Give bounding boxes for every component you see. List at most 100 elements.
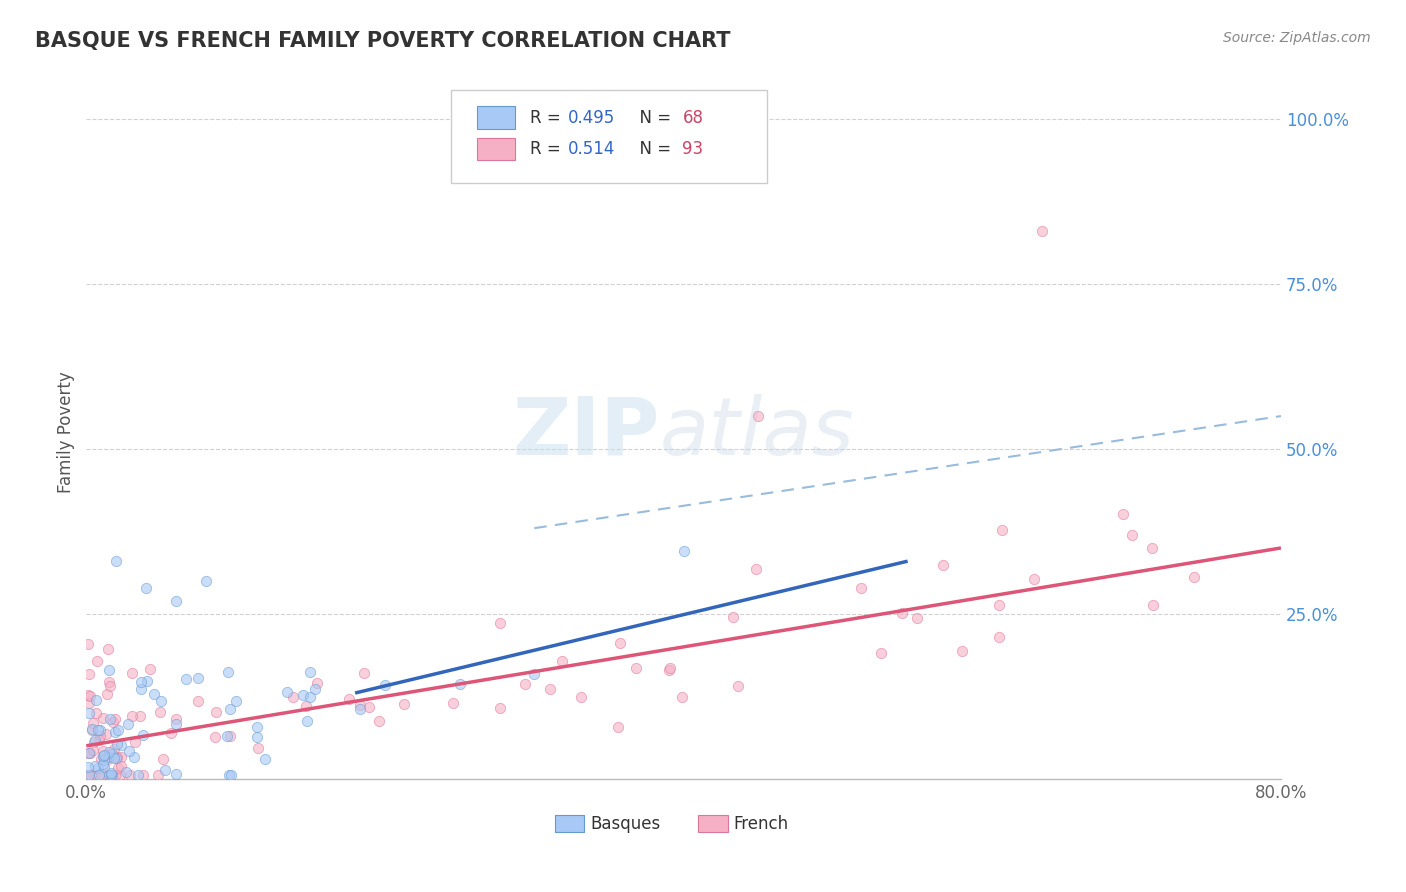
Point [349,698,371,712]
Point [104,725,127,739]
Point [905,611,928,625]
Point [337,691,360,706]
Point [76,746,98,760]
Point [991,523,1014,537]
Point [77,666,100,681]
Point [79,746,101,760]
Text: R =: R = [530,109,565,127]
Point [932,558,955,572]
Text: Basques: Basques [591,814,661,833]
Point [136,673,159,688]
Text: ZIP: ZIP [512,393,659,472]
Point [129,681,152,696]
Point [139,662,162,676]
Point [93,753,115,767]
Point [96,727,118,741]
Text: BASQUE VS FRENCH FAMILY POVERTY CORRELATION CHART: BASQUE VS FRENCH FAMILY POVERTY CORRELAT… [35,31,731,51]
Point [76,760,98,774]
Point [121,666,143,681]
Point [747,409,769,423]
Point [103,750,125,764]
Point [374,678,396,692]
Point [294,698,316,713]
Point [80,768,103,782]
Point [218,729,240,743]
Point [299,690,322,704]
FancyBboxPatch shape [451,90,768,183]
Text: French: French [734,814,789,833]
FancyBboxPatch shape [477,137,515,160]
Point [658,663,681,677]
Point [1142,541,1164,555]
Point [1142,599,1164,613]
Text: 0.495: 0.495 [568,109,614,127]
Point [298,665,321,680]
Point [80,723,103,738]
Point [84,693,107,707]
Point [97,749,120,764]
Point [124,750,146,764]
Point [218,768,240,782]
Point [149,705,172,719]
FancyBboxPatch shape [477,106,515,128]
Point [292,688,315,702]
Point [246,740,269,755]
Text: Source: ZipAtlas.com: Source: ZipAtlas.com [1223,31,1371,45]
Point [91,768,114,782]
Text: 93: 93 [682,140,703,158]
Point [219,768,242,782]
Point [225,694,247,708]
Point [205,705,228,719]
Point [160,726,183,740]
Point [89,723,111,737]
Point [671,690,693,705]
Text: 0.514: 0.514 [568,140,614,158]
Point [1112,507,1135,521]
Point [100,768,122,782]
Point [103,742,125,756]
Point [97,768,120,782]
Point [551,654,574,668]
Point [84,759,107,773]
Point [80,723,103,737]
Point [217,729,239,743]
Point [149,694,172,708]
Point [538,682,561,697]
Point [84,706,107,720]
Point [146,768,169,782]
Point [569,690,592,704]
Point [86,654,108,668]
Point [153,763,176,777]
Point [304,681,326,696]
Point [869,646,891,660]
Point [115,765,138,780]
Point [441,696,464,710]
Point [83,735,105,749]
Point [353,665,375,680]
Point [97,745,120,759]
Point [132,768,155,782]
Point [1182,570,1205,584]
Point [108,768,131,782]
Point [89,733,111,747]
Point [110,750,132,764]
Point [152,752,174,766]
Point [117,716,139,731]
Point [87,723,110,737]
Point [93,760,115,774]
Point [105,750,128,764]
Point [77,689,100,703]
Point [97,641,120,656]
Point [93,748,115,763]
Point [101,768,124,782]
Point [104,768,127,782]
Point [672,544,695,558]
Point [523,666,546,681]
Point [295,714,318,728]
Point [1031,224,1053,238]
Point [174,672,197,686]
Point [100,768,122,782]
Point [135,581,157,595]
Point [283,690,305,705]
Point [118,744,141,758]
